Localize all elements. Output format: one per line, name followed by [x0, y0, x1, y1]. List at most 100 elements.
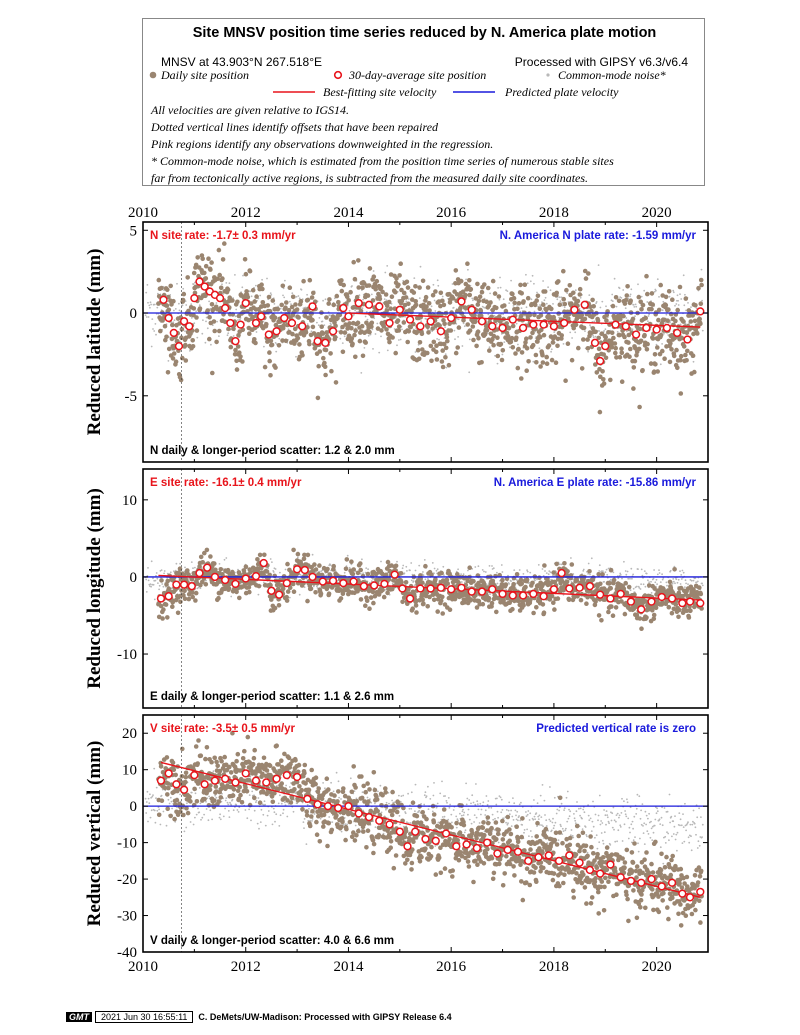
average-point [313, 337, 322, 346]
daily-point [329, 368, 334, 374]
daily-point [238, 354, 243, 359]
daily-point [678, 585, 684, 591]
daily-point [472, 313, 477, 318]
common-mode-point [300, 288, 303, 291]
daily-point [519, 376, 524, 381]
common-mode-point [669, 569, 672, 572]
daily-point [295, 551, 301, 557]
common-mode-point [675, 303, 678, 305]
average-point [426, 584, 435, 593]
daily-point [594, 370, 600, 375]
daily-point [653, 605, 659, 611]
daily-point [678, 357, 683, 363]
average-point [241, 298, 250, 308]
daily-point [309, 295, 315, 300]
daily-point [557, 302, 563, 308]
common-mode-point [348, 309, 351, 312]
daily-point [386, 299, 392, 305]
common-mode-point [602, 570, 604, 572]
common-mode-point [553, 331, 556, 333]
common-mode-point [410, 562, 413, 564]
common-mode-point [361, 558, 363, 561]
common-mode-point [543, 299, 546, 302]
daily-point [423, 563, 428, 569]
common-mode-point [442, 565, 445, 568]
daily-point [601, 377, 606, 382]
common-mode-point [318, 317, 321, 319]
average-point [621, 322, 630, 331]
common-mode-point [221, 283, 223, 286]
common-mode-point [692, 579, 695, 582]
daily-point [159, 285, 164, 291]
panel-frame [142, 221, 709, 463]
average-point [637, 605, 646, 614]
common-mode-point [582, 568, 585, 571]
daily-point [698, 591, 704, 597]
daily-point [527, 312, 533, 318]
daily-point [549, 306, 554, 312]
common-mode-point [647, 579, 649, 582]
daily-point [365, 293, 371, 298]
daily-point [378, 285, 384, 290]
common-mode-point [152, 583, 155, 586]
daily-point [433, 349, 439, 355]
daily-point [384, 303, 390, 309]
daily-point [684, 358, 689, 363]
common-mode-point [431, 562, 434, 564]
daily-point [234, 589, 239, 595]
common-mode-point [176, 806, 178, 809]
common-mode-point [434, 310, 437, 312]
common-mode-point [538, 347, 541, 350]
common-mode-point [460, 573, 462, 575]
common-mode-point [637, 568, 639, 570]
daily-point [415, 347, 421, 353]
common-mode-point [462, 573, 465, 576]
common-mode-point [468, 371, 471, 374]
daily-point [430, 292, 436, 298]
daily-point [662, 356, 667, 362]
daily-point [489, 314, 494, 320]
average-point [251, 318, 261, 328]
y-tick-label: 10 [122, 493, 137, 509]
daily-point [242, 257, 248, 262]
daily-point [410, 606, 416, 611]
common-mode-point [606, 573, 609, 576]
daily-point [494, 609, 499, 615]
common-mode-point [278, 337, 281, 340]
common-mode-point [230, 595, 233, 598]
daily-point [444, 577, 450, 583]
daily-point [668, 341, 673, 346]
daily-point [420, 597, 426, 602]
common-mode-point [680, 574, 683, 576]
common-mode-point [149, 301, 152, 304]
average-point [251, 572, 261, 581]
daily-point [547, 597, 553, 602]
daily-point [445, 338, 450, 344]
y-tick-label: 5 [130, 223, 138, 239]
daily-point [283, 305, 288, 311]
common-mode-point [640, 295, 643, 298]
average-point [398, 584, 407, 593]
common-mode-point [288, 300, 291, 303]
common-mode-point [296, 556, 299, 559]
daily-point [686, 615, 692, 620]
daily-point [180, 297, 186, 303]
common-mode-point [205, 800, 207, 803]
daily-point [185, 275, 190, 280]
daily-point [209, 302, 215, 307]
daily-point [443, 345, 449, 351]
y-tick-label: -5 [125, 389, 138, 405]
common-mode-point [365, 311, 368, 313]
daily-point [294, 307, 300, 312]
daily-point [448, 328, 454, 333]
common-mode-point [562, 343, 565, 345]
daily-point [616, 298, 622, 304]
daily-point [175, 610, 181, 616]
scatter-label: N daily & longer-period scatter: 1.2 & 2… [150, 445, 395, 457]
daily-point [369, 320, 375, 326]
daily-point [584, 601, 589, 606]
common-mode-point [603, 580, 605, 583]
daily-point [566, 597, 572, 602]
daily-point [636, 294, 642, 300]
common-mode-point [547, 286, 549, 289]
